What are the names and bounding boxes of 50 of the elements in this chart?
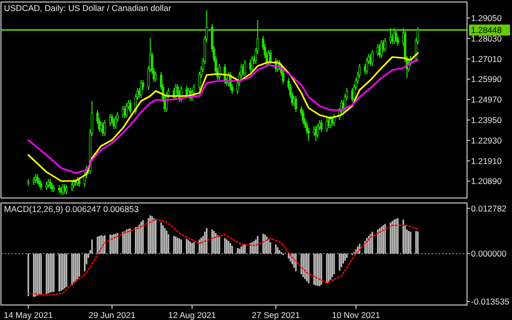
candlestick [104, 120, 106, 136]
y-tick-label: 1.28030 [471, 33, 502, 44]
candlestick [314, 126, 318, 142]
line-series [28, 218, 418, 296]
candlestick [392, 28, 396, 44]
candlestick [320, 120, 323, 132]
y-tick-label: 1.23950 [471, 114, 502, 125]
x-tick-label: 29 Jun 2021 [88, 310, 136, 320]
candlestick [154, 72, 157, 82]
candlestick [112, 118, 116, 130]
y-tick-label: 1.22930 [471, 135, 502, 146]
y-tick-label: 0.012782 [471, 203, 507, 214]
y-tick-label: 0.000000 [471, 248, 507, 259]
y-tick-label: 1.24970 [471, 94, 502, 105]
chart-title: MACD(12,26,9) 0.006247 0.006853 [4, 204, 139, 214]
candlestick [125, 102, 128, 118]
ref-line-label: 1.28448 [471, 25, 502, 36]
candlestick [244, 60, 246, 76]
y-tick-label: 1.27010 [471, 54, 502, 64]
candlestick [366, 58, 368, 74]
candlestick [269, 50, 272, 64]
x-tick-label: 27 Sep 2021 [252, 310, 300, 320]
candlestick [371, 50, 374, 66]
candlestick [109, 114, 112, 126]
y-tick-label: 1.21910 [471, 156, 502, 166]
y-tick-label: -0.013535 [471, 296, 510, 307]
candlestick [140, 80, 142, 98]
x-tick-label: 14 May 2021 [4, 310, 54, 320]
candlestick [302, 110, 304, 124]
candlestick [331, 116, 334, 126]
y-tick-label: 1.20890 [471, 176, 502, 186]
candlestick [332, 114, 336, 126]
candlestick [78, 176, 80, 188]
candlestick [124, 106, 126, 118]
candlestick [380, 40, 383, 58]
candlestick [64, 184, 66, 194]
candlestick [129, 100, 132, 114]
candlestick [114, 116, 117, 130]
x-tick-label: 10 Nov 2021 [332, 310, 380, 320]
x-tick-label: 12 Aug 2021 [168, 310, 216, 320]
candlestick [327, 118, 330, 128]
candlestick [249, 60, 252, 72]
candlestick [326, 118, 328, 132]
y-tick-label: 1.25990 [471, 74, 502, 84]
candlestick [294, 96, 298, 112]
candlestick [122, 106, 124, 118]
y-tick-label: 1.29050 [471, 12, 502, 23]
candlestick [316, 124, 319, 138]
chart-title: USDCAD, Daily: US Dollar / Canadian dollar [4, 3, 172, 13]
candlestick [376, 44, 380, 56]
